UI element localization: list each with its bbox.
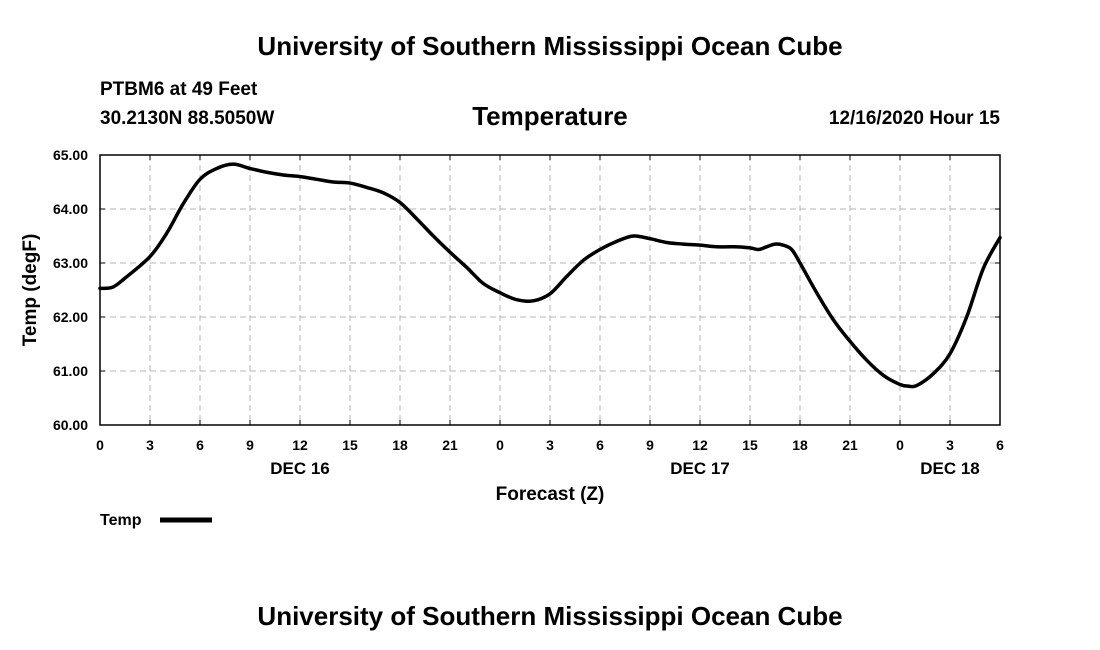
day-label: DEC 16 — [270, 459, 330, 478]
y-tick-label: 61.00 — [53, 363, 88, 379]
x-tick-label: 21 — [842, 437, 858, 453]
x-tick-label: 12 — [292, 437, 308, 453]
footer-title: University of Southern Mississippi Ocean… — [257, 601, 842, 631]
x-tick-label: 18 — [392, 437, 408, 453]
day-label: DEC 17 — [670, 459, 730, 478]
x-tick-label: 3 — [946, 437, 954, 453]
series-layer — [98, 162, 1002, 389]
y-tick-label: 60.00 — [53, 417, 88, 433]
x-tick-label: 0 — [496, 437, 504, 453]
x-tick-label: 15 — [342, 437, 358, 453]
x-tick-label: 21 — [442, 437, 458, 453]
x-tick-label: 0 — [896, 437, 904, 453]
x-tick-label: 3 — [546, 437, 554, 453]
legend: Temp — [100, 512, 212, 529]
y-tick-label: 65.00 — [53, 147, 88, 163]
x-tick-label: 6 — [996, 437, 1004, 453]
x-axis-label: Forecast (Z) — [496, 484, 605, 505]
x-tick-label: 9 — [246, 437, 254, 453]
x-tick-label: 6 — [196, 437, 204, 453]
x-tick-label: 18 — [792, 437, 808, 453]
y-tick-label: 64.00 — [53, 201, 88, 217]
chart-title: Temperature — [472, 101, 628, 131]
x-tick-label: 3 — [146, 437, 154, 453]
page-title: University of Southern Mississippi Ocean… — [257, 31, 842, 61]
station-label: PTBM6 at 49 Feet — [100, 79, 258, 100]
x-tick-label: 9 — [646, 437, 654, 453]
x-tick-label: 0 — [96, 437, 104, 453]
x-tick-label: 15 — [742, 437, 758, 453]
axis-ticks: 0 3 6 9 12 15 18 21 0 3 6 9 12 15 18 21 0 3 6 60.00 61.00 62.… — [53, 147, 1004, 478]
series-line-temp — [98, 162, 1002, 389]
x-tick-label: 12 — [692, 437, 708, 453]
coords-label: 30.2130N 88.5050W — [100, 108, 274, 129]
y-axis-label: Temp (degF) — [20, 234, 41, 347]
x-tick-label: 6 — [596, 437, 604, 453]
datetime-label: 12/16/2020 Hour 15 — [829, 108, 1001, 129]
day-label: DEC 18 — [920, 459, 980, 478]
grid-lines — [100, 155, 1000, 425]
y-tick-label: 62.00 — [53, 309, 88, 325]
y-tick-label: 63.00 — [53, 255, 88, 271]
legend-label: Temp — [100, 512, 142, 529]
